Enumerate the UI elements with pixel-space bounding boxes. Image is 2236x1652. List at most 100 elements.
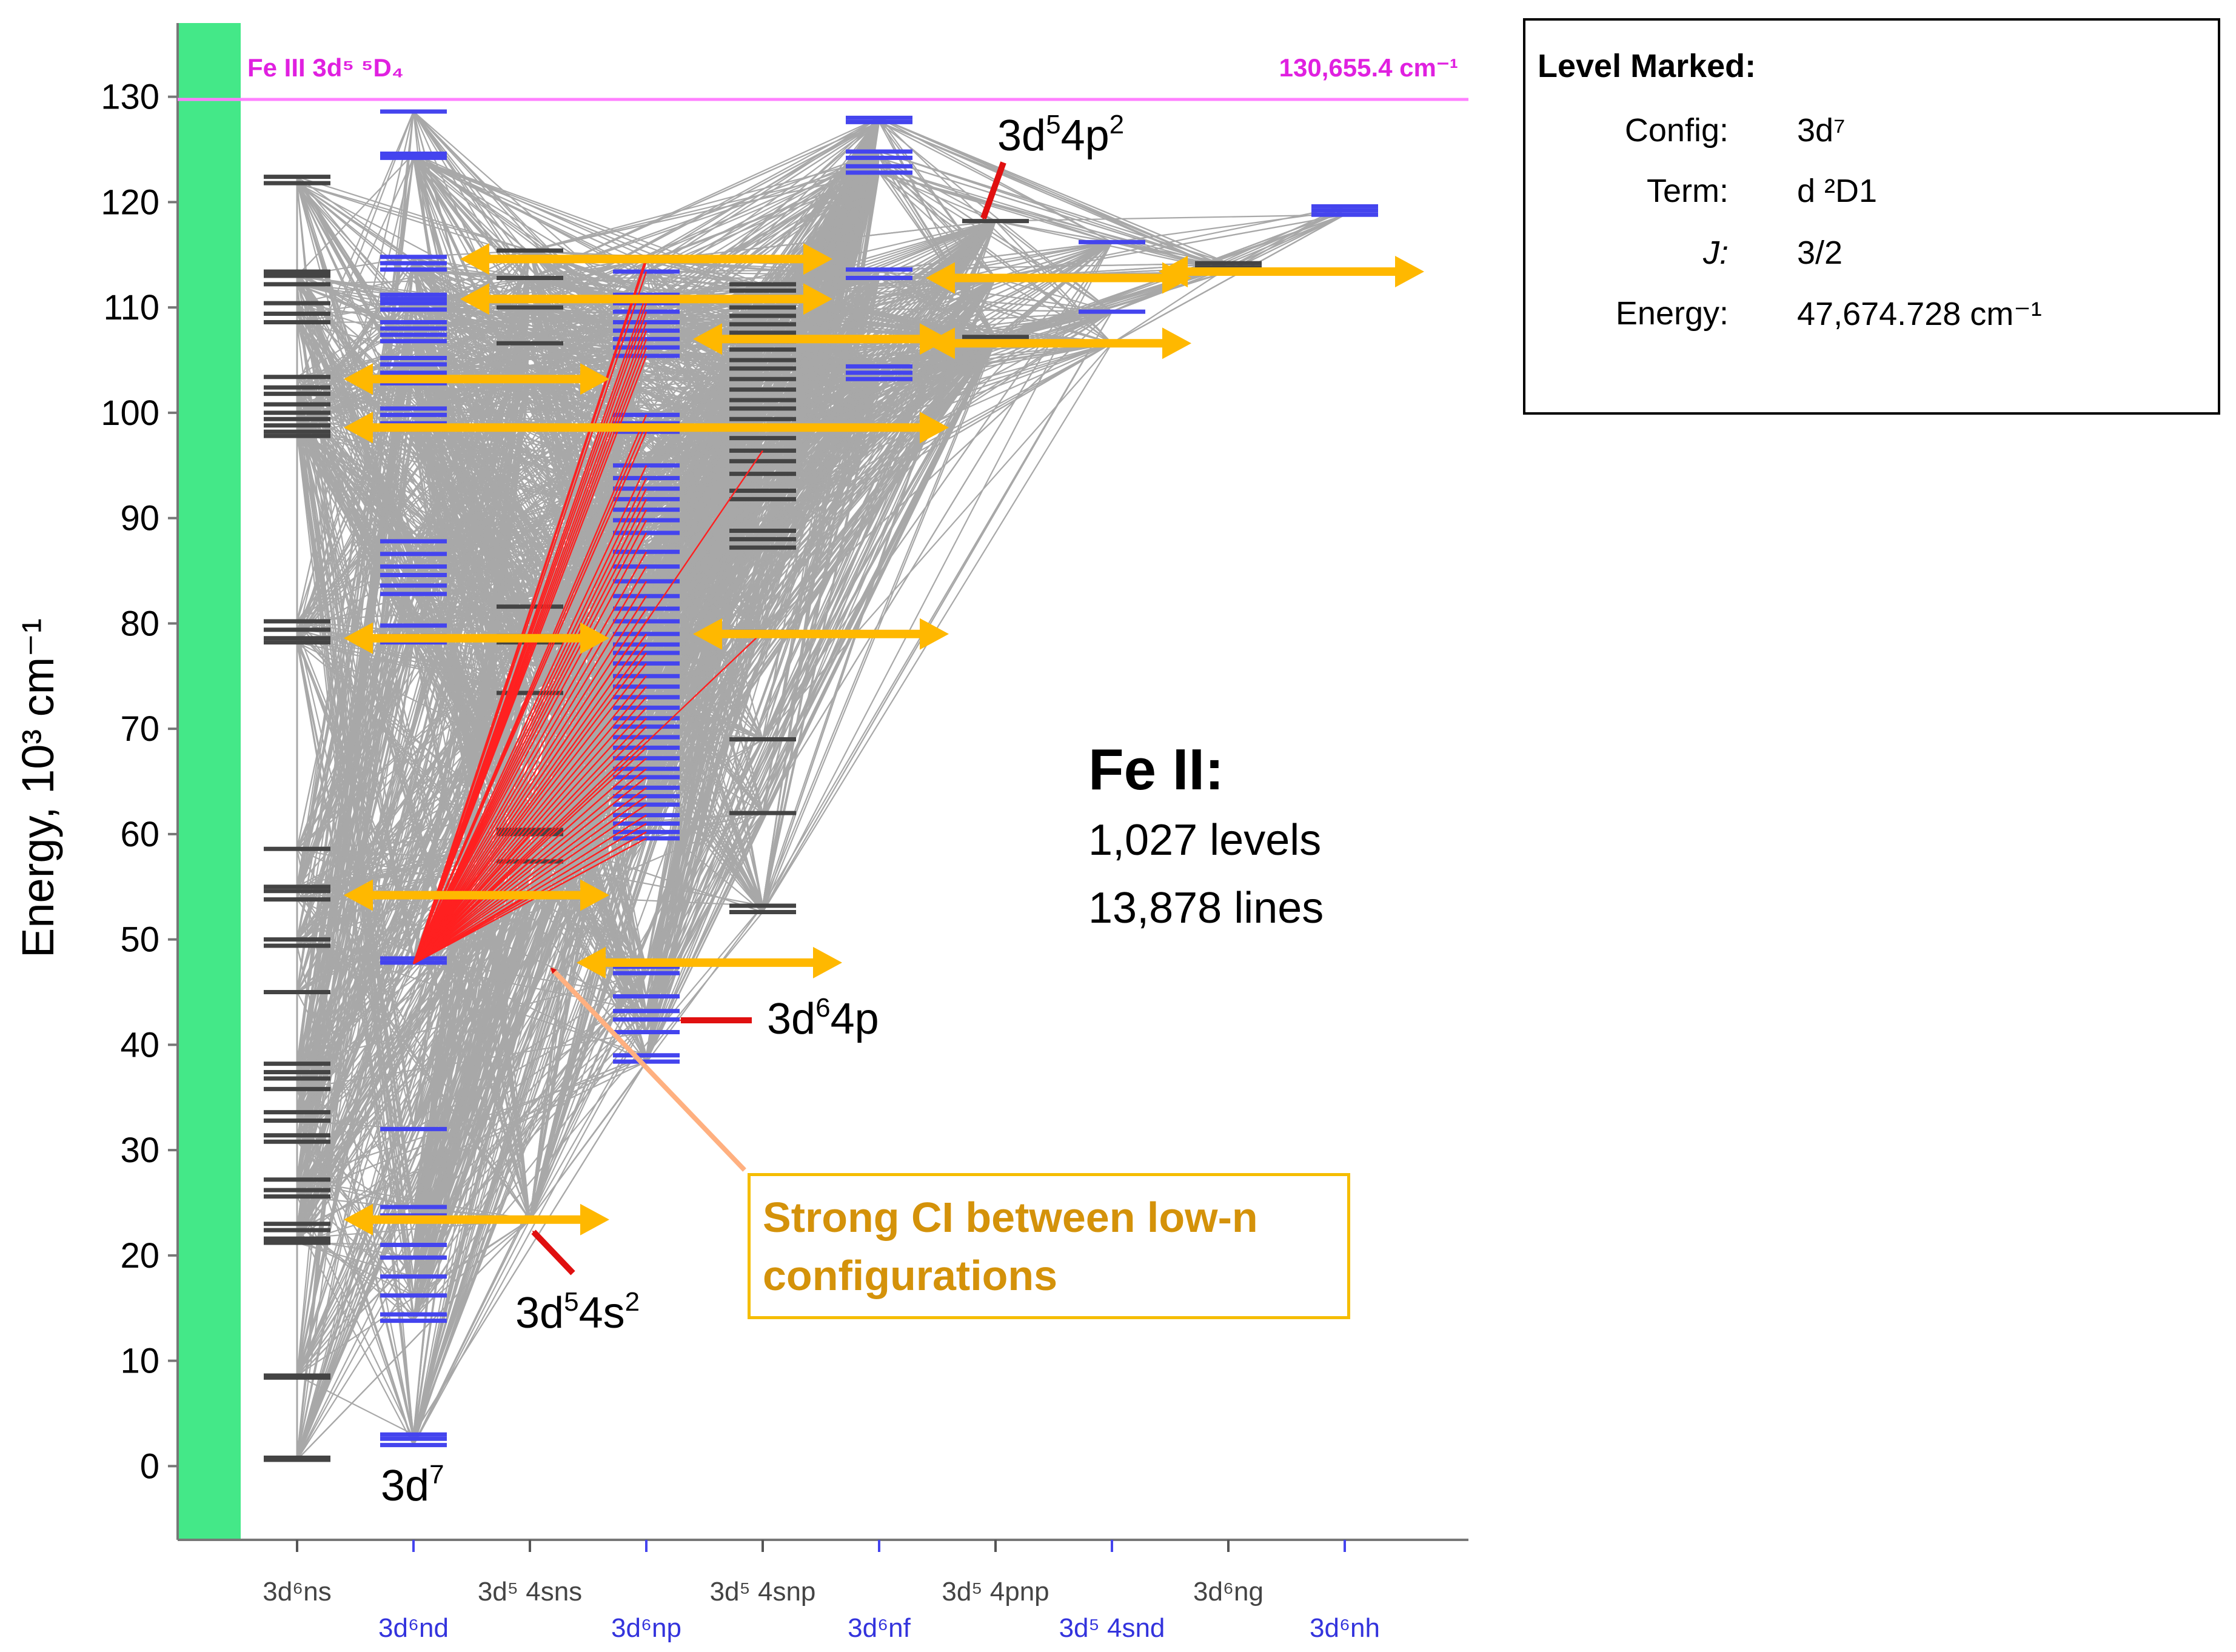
transition-line xyxy=(529,972,647,1220)
transition-line xyxy=(879,277,996,373)
level-info-panel: Level Marked: Config: 3d⁷ Term: d ²D1 J:… xyxy=(1523,18,2220,415)
marked-transition-line xyxy=(413,861,531,965)
marked-transition-line xyxy=(413,777,647,965)
annotation-3d64p: 3d64p xyxy=(767,993,879,1043)
transition-line xyxy=(762,277,996,369)
transition-line xyxy=(879,166,996,342)
ci-arrow-head xyxy=(344,879,373,911)
transition-line xyxy=(762,311,1113,439)
ci-arrow-head xyxy=(344,1203,373,1236)
y-tick-label: 130 xyxy=(101,78,159,117)
ci-arrow-head xyxy=(580,879,609,911)
ci-arrow xyxy=(693,618,949,650)
marked-transition-line xyxy=(413,768,647,965)
transition-line xyxy=(529,861,647,968)
ci-arrow-head xyxy=(1162,327,1191,359)
marked-transition-line xyxy=(412,595,648,965)
marked-transition-line xyxy=(413,717,647,965)
y-axis-title: Energy, 10³ cm⁻¹ xyxy=(13,618,63,958)
ci-callout-arrow xyxy=(550,967,746,1172)
transition-line xyxy=(762,307,996,342)
marked-transition-line xyxy=(413,450,763,965)
column-label: 3d⁵ 4sns xyxy=(478,1577,582,1607)
info-term-value: d ²D1 xyxy=(1797,173,1878,209)
transition-line xyxy=(1111,210,1345,243)
transition-line xyxy=(762,311,1113,532)
ci-arrow-head xyxy=(460,243,489,275)
transition-line xyxy=(762,343,1113,740)
configuration-annotations: 3d54p2 3d64p 3d54s2 3d7 xyxy=(381,110,1124,1510)
annotation-3d7: 3d7 xyxy=(381,1460,444,1510)
transition-line xyxy=(879,220,996,373)
transition-line xyxy=(646,336,996,553)
marked-transition-line xyxy=(413,686,647,965)
transition-line xyxy=(879,150,1229,264)
marked-transition-line xyxy=(412,608,648,965)
ci-arrow xyxy=(344,879,609,911)
ci-arrow xyxy=(460,283,832,315)
transition-line xyxy=(879,269,1113,344)
transition-line xyxy=(296,182,531,252)
transition-line xyxy=(879,121,996,279)
ci-arrow-head xyxy=(920,618,949,650)
marked-transition-line xyxy=(413,634,647,965)
column-label: 3d⁶nd xyxy=(378,1613,449,1643)
transition-line xyxy=(762,277,996,548)
transition-line xyxy=(296,182,415,555)
transition-line xyxy=(296,275,531,1220)
marked-transition-line xyxy=(413,837,647,965)
info-energy-row: Energy: 47,674.728 cm⁻¹ xyxy=(1525,295,2217,343)
transition-line xyxy=(413,256,531,279)
transition-line xyxy=(762,277,996,475)
marked-transition-line xyxy=(413,697,647,965)
ci-callout-text: Strong CI between low-n configurations xyxy=(763,1194,1258,1299)
transition-line xyxy=(413,1018,647,1315)
ci-arrow-head xyxy=(803,243,832,275)
transition-line xyxy=(413,1061,647,1435)
transition-line xyxy=(762,343,1113,913)
transition-line xyxy=(995,214,1345,279)
transition-line xyxy=(879,241,1113,367)
transition-line xyxy=(879,166,1229,273)
transition-line xyxy=(646,278,996,1032)
ionization-limit-label: Fe III 3d⁵ ⁵D₄ xyxy=(247,53,404,82)
transition-line xyxy=(762,241,1113,285)
transition-line xyxy=(296,1215,414,1379)
column-label: 3d⁶np xyxy=(611,1613,681,1643)
marked-transition-line xyxy=(413,804,647,965)
transition-line xyxy=(529,172,880,252)
ci-arrow xyxy=(460,243,832,275)
ci-arrow xyxy=(344,622,609,654)
transition-line xyxy=(296,277,531,433)
transition-line xyxy=(296,393,647,1033)
transition-line xyxy=(879,172,996,279)
ci-arrow-head xyxy=(580,363,609,395)
transition-line xyxy=(646,151,880,296)
y-tick-label: 80 xyxy=(120,604,159,643)
column-label: 3d⁵ 4snp xyxy=(710,1577,816,1607)
transition-line xyxy=(762,220,996,369)
ci-arrow-head xyxy=(580,1203,609,1236)
transition-line xyxy=(762,341,997,912)
y-tick-label: 40 xyxy=(120,1025,159,1065)
transition-line xyxy=(646,341,996,789)
marked-transition-line xyxy=(412,488,648,965)
transition-line xyxy=(762,241,1113,549)
transition-line xyxy=(762,343,1113,439)
ci-arrow-head xyxy=(813,946,842,978)
transition-line xyxy=(879,343,1113,373)
info-j-key: J: xyxy=(1702,235,1729,271)
marked-transition-line xyxy=(413,652,647,965)
marked-transition-line xyxy=(412,509,648,965)
transition-line xyxy=(995,220,1229,273)
column-label: 3d⁶nh xyxy=(1310,1613,1380,1643)
transition-line xyxy=(413,905,763,1322)
transition-line xyxy=(1111,241,1229,264)
ci-arrow-head xyxy=(693,323,722,355)
transition-line xyxy=(995,241,1113,279)
transition-line xyxy=(879,277,996,338)
transition-line xyxy=(529,117,880,279)
column-label: 3d⁵ 4snd xyxy=(1059,1613,1165,1643)
info-j-value: 3/2 xyxy=(1797,235,1843,271)
